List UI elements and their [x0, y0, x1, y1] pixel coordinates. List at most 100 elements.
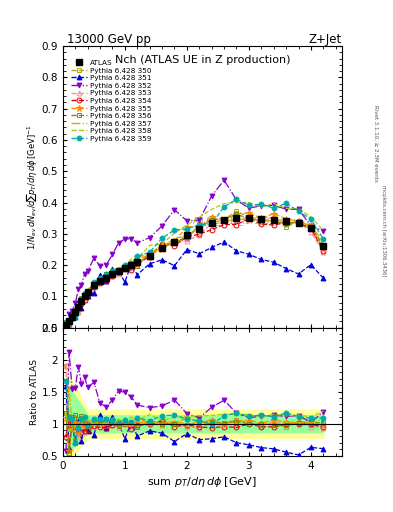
Pythia 6.428 358 [309, 214, 313, 220]
Pythia 6.428 350 [259, 219, 264, 225]
Pythia 6.428 359 [116, 268, 121, 274]
Pythia 6.428 356 [92, 281, 96, 287]
Pythia 6.428 358 [296, 205, 301, 211]
Pythia 6.428 355 [246, 210, 251, 216]
Pythia 6.428 359 [129, 261, 134, 267]
Pythia 6.428 352 [104, 262, 108, 268]
Pythia 6.428 356 [197, 224, 202, 230]
Pythia 6.428 355 [79, 298, 84, 304]
Pythia 6.428 355 [64, 321, 68, 327]
Pythia 6.428 359 [309, 216, 313, 222]
Pythia 6.428 355 [222, 217, 226, 223]
Pythia 6.428 352 [98, 263, 103, 269]
Pythia 6.428 351 [70, 314, 75, 320]
Pythia 6.428 357 [321, 238, 326, 244]
Pythia 6.428 352 [197, 217, 202, 223]
ATLAS [172, 239, 177, 245]
Legend: ATLAS, Pythia 6.428 350, Pythia 6.428 351, Pythia 6.428 352, Pythia 6.428 353, P: ATLAS, Pythia 6.428 350, Pythia 6.428 35… [69, 58, 152, 143]
Pythia 6.428 358 [73, 309, 78, 315]
ATLAS [222, 217, 226, 223]
Pythia 6.428 352 [85, 268, 90, 274]
Pythia 6.428 353 [79, 299, 84, 305]
Pythia 6.428 357 [197, 223, 202, 229]
Pythia 6.428 350 [70, 314, 75, 321]
Pythia 6.428 350 [116, 267, 121, 273]
ATLAS [147, 252, 152, 259]
Pythia 6.428 353 [104, 275, 108, 282]
Pythia 6.428 357 [70, 314, 75, 321]
Pythia 6.428 355 [321, 245, 326, 251]
Pythia 6.428 351 [129, 261, 134, 267]
Pythia 6.428 357 [82, 291, 87, 297]
Pythia 6.428 353 [92, 284, 96, 290]
Pythia 6.428 356 [64, 321, 68, 327]
Pythia 6.428 354 [185, 234, 189, 240]
Pythia 6.428 351 [296, 271, 301, 277]
Pythia 6.428 354 [271, 222, 276, 228]
Pythia 6.428 357 [185, 233, 189, 239]
Pythia 6.428 351 [147, 261, 152, 267]
ATLAS [67, 318, 72, 325]
Text: Z+Jet: Z+Jet [309, 33, 342, 46]
Pythia 6.428 359 [234, 197, 239, 203]
Pythia 6.428 358 [321, 227, 326, 233]
Pythia 6.428 351 [246, 251, 251, 258]
Pythia 6.428 355 [92, 282, 96, 288]
Pythia 6.428 353 [259, 219, 264, 225]
Pythia 6.428 350 [197, 221, 202, 227]
Pythia 6.428 353 [123, 265, 127, 271]
Pythia 6.428 354 [73, 310, 78, 316]
Pythia 6.428 358 [123, 263, 127, 269]
X-axis label: sum $p_T/d\eta\,d\phi$ [GeV]: sum $p_T/d\eta\,d\phi$ [GeV] [147, 475, 257, 489]
Pythia 6.428 353 [222, 217, 226, 223]
Pythia 6.428 353 [85, 289, 90, 295]
ATLAS [92, 283, 96, 289]
Pythia 6.428 357 [116, 268, 121, 274]
Pythia 6.428 358 [82, 291, 87, 297]
Pythia 6.428 357 [309, 223, 313, 229]
Pythia 6.428 352 [259, 203, 264, 209]
Pythia 6.428 356 [70, 312, 75, 318]
Pythia 6.428 358 [64, 321, 68, 327]
Pythia 6.428 351 [197, 251, 202, 257]
Pythia 6.428 353 [197, 232, 202, 238]
Pythia 6.428 353 [129, 265, 134, 271]
Pythia 6.428 356 [104, 271, 108, 278]
Pythia 6.428 356 [147, 249, 152, 255]
Pythia 6.428 356 [160, 245, 164, 251]
Pythia 6.428 350 [73, 313, 78, 319]
Pythia 6.428 351 [172, 263, 177, 269]
Pythia 6.428 357 [76, 304, 81, 310]
Pythia 6.428 356 [234, 211, 239, 218]
Pythia 6.428 351 [321, 275, 326, 281]
Pythia 6.428 350 [246, 214, 251, 220]
Pythia 6.428 352 [123, 236, 127, 242]
Pythia 6.428 357 [172, 236, 177, 242]
Pythia 6.428 356 [172, 239, 177, 245]
ATLAS [259, 216, 264, 222]
Pythia 6.428 354 [70, 314, 75, 320]
Pythia 6.428 352 [70, 308, 75, 314]
Pythia 6.428 351 [82, 293, 87, 299]
Pythia 6.428 358 [284, 205, 288, 211]
Pythia 6.428 354 [197, 231, 202, 237]
Pythia 6.428 355 [135, 254, 140, 260]
Pythia 6.428 350 [160, 242, 164, 248]
Pythia 6.428 353 [296, 219, 301, 225]
Pythia 6.428 354 [284, 220, 288, 226]
Pythia 6.428 352 [79, 282, 84, 288]
Text: ATLAS_2019_I1736531: ATLAS_2019_I1736531 [193, 216, 279, 225]
ATLAS [185, 232, 189, 239]
Text: 13000 GeV pp: 13000 GeV pp [67, 33, 151, 46]
Pythia 6.428 352 [185, 218, 189, 224]
Pythia 6.428 352 [209, 193, 214, 199]
Pythia 6.428 356 [309, 224, 313, 230]
Pythia 6.428 351 [67, 321, 72, 327]
ATLAS [98, 278, 103, 284]
Pythia 6.428 351 [92, 290, 96, 296]
Pythia 6.428 352 [309, 223, 313, 229]
Pythia 6.428 350 [85, 289, 90, 295]
Pythia 6.428 351 [135, 271, 140, 278]
Pythia 6.428 357 [246, 217, 251, 223]
Pythia 6.428 357 [67, 315, 72, 321]
